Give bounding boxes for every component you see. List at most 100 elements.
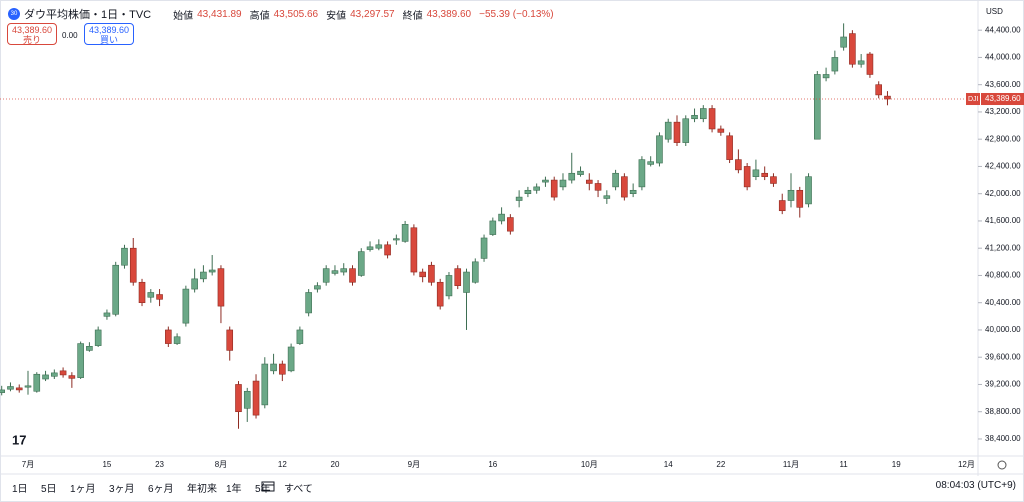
range-button[interactable]: すべて	[284, 484, 313, 495]
symbol-icon: 30	[8, 8, 20, 20]
candle-body	[542, 179, 549, 183]
candle-body	[822, 74, 830, 79]
settings-icon[interactable]	[997, 460, 1007, 470]
y-tick-label: 40,800.00	[985, 271, 1021, 280]
buy-label: 買い	[99, 35, 118, 45]
candle-body	[200, 271, 207, 280]
candle-body	[287, 346, 295, 372]
low-label: 安値	[326, 10, 347, 22]
candle-body	[875, 84, 883, 96]
price-tag: DJI	[968, 96, 979, 103]
candle-body	[296, 329, 304, 344]
candle-body	[735, 159, 742, 171]
range-button[interactable]: 1年	[226, 484, 242, 495]
candle-body	[857, 60, 865, 65]
last-price-label: 43,389.60	[985, 94, 1021, 103]
range-button[interactable]: 5年	[255, 484, 271, 495]
y-tick-label: 41,600.00	[985, 216, 1021, 225]
buy-price: 43,389.60	[88, 25, 130, 35]
range-button[interactable]: 年初来	[187, 484, 217, 495]
sell-price: 43,389.60	[11, 25, 53, 35]
candle-body	[436, 281, 444, 307]
candle-body	[191, 278, 198, 290]
candle-body	[340, 268, 348, 273]
candle-body	[585, 179, 593, 184]
candle-body	[112, 264, 120, 315]
change: −55.39 (−0.13%)	[479, 8, 554, 20]
date-range-icon[interactable]	[261, 480, 275, 492]
candle-body	[59, 370, 67, 376]
candle-body	[778, 200, 786, 212]
candle-body	[454, 268, 462, 286]
candle-body	[165, 329, 172, 344]
candle-body	[33, 373, 41, 392]
candle-body	[235, 384, 242, 413]
x-tick-label: 8月	[215, 460, 227, 469]
high-label: 高値	[249, 10, 270, 22]
range-button[interactable]: 1ヶ月	[70, 484, 96, 495]
candle-body	[15, 387, 23, 391]
candle-body	[270, 363, 277, 372]
candle-body	[331, 270, 339, 274]
last-price-box	[981, 93, 1024, 106]
candle-body	[42, 374, 49, 380]
y-tick-label: 42,400.00	[985, 162, 1021, 171]
sell-button[interactable]: 43,389.60 売り	[7, 23, 57, 45]
x-tick-label: 11	[839, 460, 848, 469]
candle-body	[86, 346, 93, 351]
range-button[interactable]: 3ヶ月	[109, 484, 135, 495]
candle-body	[796, 189, 804, 208]
open-label: 始値	[173, 10, 194, 22]
x-tick-label: 7月	[22, 460, 34, 469]
symbol[interactable]: ダウ平均株価・1日・TVC	[24, 9, 152, 21]
x-tick-label: 9月	[408, 460, 420, 469]
candle-body	[629, 189, 637, 194]
candle-body	[647, 161, 654, 165]
candle-body	[401, 224, 409, 242]
candle-body	[515, 196, 523, 201]
candle-body	[673, 121, 681, 143]
candle-body	[94, 329, 102, 346]
y-tick-label: 40,400.00	[985, 298, 1021, 307]
range-button[interactable]: 5日	[41, 484, 57, 495]
candle-body	[121, 247, 128, 266]
candle-body	[603, 195, 611, 199]
candle-body	[507, 217, 514, 232]
sell-label: 売り	[22, 35, 41, 45]
candle-body	[533, 186, 540, 191]
candle-body	[428, 264, 435, 283]
chart: USD 17 38,400.00 38,800.00 39,200.00 39,600…	[0, 0, 1024, 476]
y-tick-label: 42,800.00	[985, 134, 1021, 143]
x-tick-label: 11月	[783, 460, 799, 469]
candle-body	[594, 183, 602, 191]
x-tick-label: 20	[331, 460, 340, 469]
range-button[interactable]: 1日	[12, 484, 28, 495]
price-tag-box	[966, 93, 980, 106]
candle-body	[550, 179, 558, 198]
low-value: 43,297.57	[350, 8, 395, 20]
candle-body	[410, 227, 418, 273]
candle-body	[68, 375, 76, 379]
candle-body	[638, 159, 646, 188]
candle-body	[498, 213, 505, 222]
candle-body	[375, 244, 383, 249]
candle-body	[24, 385, 32, 388]
candle-body	[849, 33, 856, 65]
clock[interactable]: 08:04:03 (UTC+9)	[935, 480, 1016, 491]
close-value: 43,389.60	[426, 8, 472, 20]
candle-body	[314, 285, 321, 290]
range-button[interactable]: 6ヶ月	[148, 484, 174, 495]
candle-body	[726, 135, 733, 160]
candle-body	[743, 166, 751, 188]
candle-body	[445, 275, 453, 297]
candle-body	[699, 108, 707, 120]
candle-body	[840, 36, 847, 48]
candle-body	[173, 336, 181, 344]
candle-body	[471, 261, 479, 283]
candle-body	[0, 389, 6, 393]
spread: 0.00	[62, 31, 78, 40]
candle-body	[480, 237, 488, 259]
candle-body	[884, 95, 891, 100]
currency[interactable]: USD	[986, 7, 1003, 16]
buy-button[interactable]: 43,389.60 買い	[84, 23, 134, 45]
